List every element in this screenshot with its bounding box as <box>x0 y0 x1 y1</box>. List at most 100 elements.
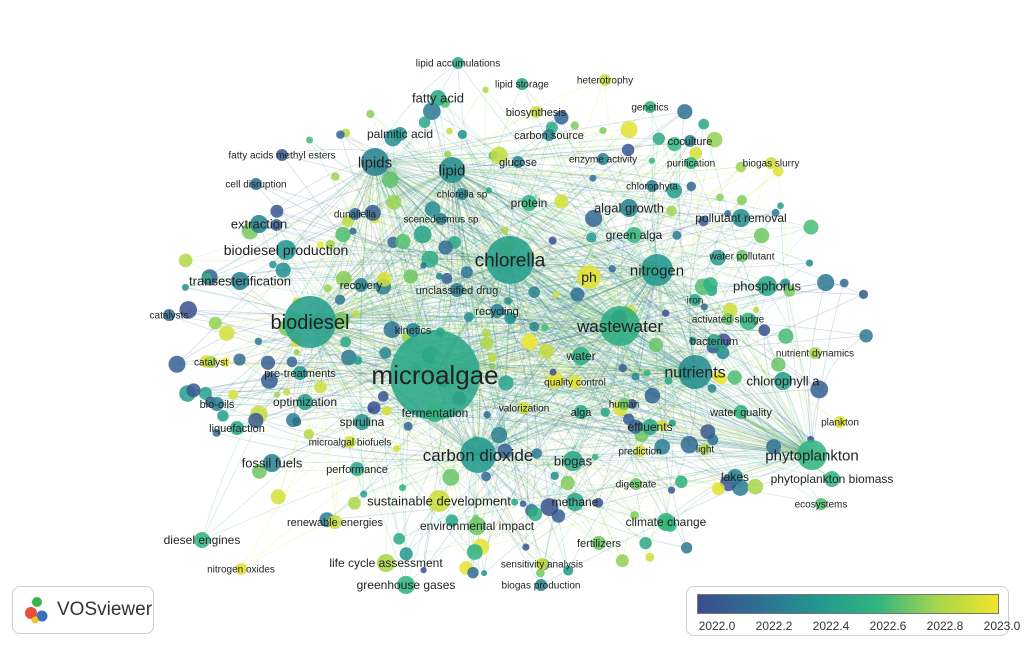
keyword-node[interactable] <box>306 136 314 144</box>
keyword-node-glucose[interactable] <box>512 156 524 168</box>
keyword-node[interactable] <box>352 310 360 318</box>
keyword-node[interactable] <box>334 294 346 305</box>
keyword-node[interactable] <box>383 321 401 339</box>
keyword-node[interactable] <box>630 511 639 520</box>
keyword-node[interactable] <box>528 506 543 522</box>
keyword-node-chlorella[interactable] <box>486 236 534 284</box>
keyword-node[interactable] <box>753 227 770 244</box>
keyword-node[interactable] <box>349 227 357 235</box>
keyword-node[interactable] <box>381 171 399 189</box>
keyword-node[interactable] <box>548 236 557 245</box>
keyword-node[interactable] <box>724 210 732 218</box>
keyword-node[interactable] <box>332 311 350 329</box>
keyword-node[interactable] <box>270 204 284 218</box>
keyword-node[interactable] <box>367 401 381 415</box>
keyword-label[interactable]: biogas production <box>502 581 581 592</box>
keyword-label[interactable]: fermentation <box>402 406 469 420</box>
keyword-node[interactable] <box>666 205 677 217</box>
keyword-label[interactable]: valorization <box>499 404 550 415</box>
keyword-node[interactable] <box>360 490 368 498</box>
keyword-node[interactable] <box>403 421 413 431</box>
keyword-label[interactable]: nitrogen oxides <box>207 565 275 576</box>
keyword-label[interactable]: quality control <box>544 378 606 389</box>
keyword-node[interactable] <box>269 260 277 269</box>
keyword-node[interactable] <box>631 372 640 381</box>
keyword-node-fossil-fuels[interactable] <box>263 454 281 472</box>
keyword-node[interactable] <box>698 215 709 227</box>
keyword-node-climate-change[interactable] <box>657 513 675 531</box>
keyword-node[interactable] <box>488 362 496 370</box>
keyword-node-ph[interactable] <box>577 265 601 289</box>
keyword-node[interactable] <box>817 274 835 292</box>
keyword-label[interactable]: human <box>609 400 640 411</box>
keyword-node[interactable] <box>766 439 782 455</box>
keyword-node[interactable] <box>753 306 760 313</box>
keyword-node-heterotrophy[interactable] <box>599 74 611 86</box>
keyword-node[interactable] <box>772 165 784 177</box>
keyword-node-nutrient-dynamics[interactable] <box>809 347 821 359</box>
keyword-node[interactable] <box>538 343 554 359</box>
keyword-node[interactable] <box>422 102 441 121</box>
keyword-label[interactable]: fossil fuels <box>242 456 303 471</box>
keyword-node[interactable] <box>718 343 727 352</box>
keyword-node[interactable] <box>463 312 474 322</box>
keyword-label[interactable]: phytoplankton biomass <box>771 472 894 486</box>
keyword-label[interactable]: protein <box>511 196 548 210</box>
keyword-node[interactable] <box>248 412 264 429</box>
keyword-node[interactable] <box>703 277 718 292</box>
keyword-node-phytoplankton-biomass[interactable] <box>824 471 840 487</box>
keyword-node[interactable] <box>381 405 392 416</box>
keyword-label[interactable]: activated sludge <box>692 315 765 326</box>
keyword-label[interactable]: catalyst <box>194 358 228 369</box>
keyword-node[interactable] <box>531 448 542 459</box>
keyword-node[interactable] <box>270 489 286 505</box>
keyword-node-bacterium[interactable] <box>707 334 721 348</box>
keyword-label[interactable]: greenhouse gases <box>357 578 456 592</box>
keyword-node[interactable] <box>716 193 724 202</box>
keyword-node[interactable] <box>186 383 201 398</box>
keyword-node[interactable] <box>379 347 392 359</box>
keyword-node[interactable] <box>340 336 351 348</box>
keyword-node[interactable] <box>689 147 703 160</box>
keyword-label[interactable]: kinetics <box>395 325 432 337</box>
keyword-node[interactable] <box>736 194 747 206</box>
keyword-label[interactable]: chlorella sp <box>437 190 488 201</box>
keyword-node[interactable] <box>570 287 585 302</box>
keyword-node[interactable] <box>805 259 814 267</box>
keyword-node[interactable] <box>540 498 559 517</box>
keyword-label[interactable]: wastewater <box>576 317 663 336</box>
keyword-node[interactable] <box>698 118 710 130</box>
keyword-node[interactable] <box>563 565 574 576</box>
keyword-node[interactable] <box>218 325 235 341</box>
keyword-node[interactable] <box>438 240 453 255</box>
keyword-label[interactable]: microalgae <box>371 360 498 390</box>
keyword-label[interactable]: bio-oils <box>200 399 235 411</box>
keyword-node[interactable] <box>286 356 298 368</box>
keyword-node[interactable] <box>399 484 407 492</box>
keyword-node[interactable] <box>664 377 673 385</box>
keyword-node-lipids[interactable] <box>361 148 389 176</box>
keyword-label[interactable]: sustainable development <box>367 494 511 509</box>
keyword-label[interactable]: ecosystems <box>795 500 848 511</box>
keyword-node[interactable] <box>325 239 335 250</box>
keyword-label[interactable]: carbon source <box>514 130 584 142</box>
keyword-node[interactable] <box>570 121 579 130</box>
keyword-node-activated-sludge[interactable] <box>722 313 734 325</box>
keyword-node[interactable] <box>586 232 597 243</box>
keyword-label[interactable]: lipid accumulations <box>416 59 501 70</box>
keyword-node-optimization[interactable] <box>297 394 313 410</box>
keyword-node-cell-disruption[interactable] <box>250 178 262 190</box>
keyword-label[interactable]: lakes <box>721 470 749 484</box>
keyword-node[interactable] <box>511 498 519 506</box>
keyword-label[interactable]: biosynthesis <box>506 107 567 119</box>
keyword-node[interactable] <box>482 328 491 337</box>
keyword-node[interactable] <box>485 187 493 194</box>
keyword-node[interactable] <box>627 398 638 409</box>
keyword-label[interactable]: biogas <box>554 454 593 469</box>
keyword-node-plankton[interactable] <box>834 416 846 428</box>
keyword-label[interactable]: fatty acids methyl esters <box>228 151 335 162</box>
keyword-node[interactable] <box>316 241 324 249</box>
keyword-node-liquefaction[interactable] <box>230 421 244 435</box>
keyword-label[interactable]: green alga <box>606 228 663 242</box>
